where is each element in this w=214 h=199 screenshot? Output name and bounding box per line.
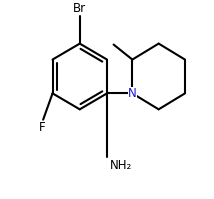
Text: N: N [128, 87, 137, 100]
Text: F: F [39, 121, 46, 134]
Text: Br: Br [73, 2, 86, 16]
Text: NH₂: NH₂ [110, 159, 132, 172]
